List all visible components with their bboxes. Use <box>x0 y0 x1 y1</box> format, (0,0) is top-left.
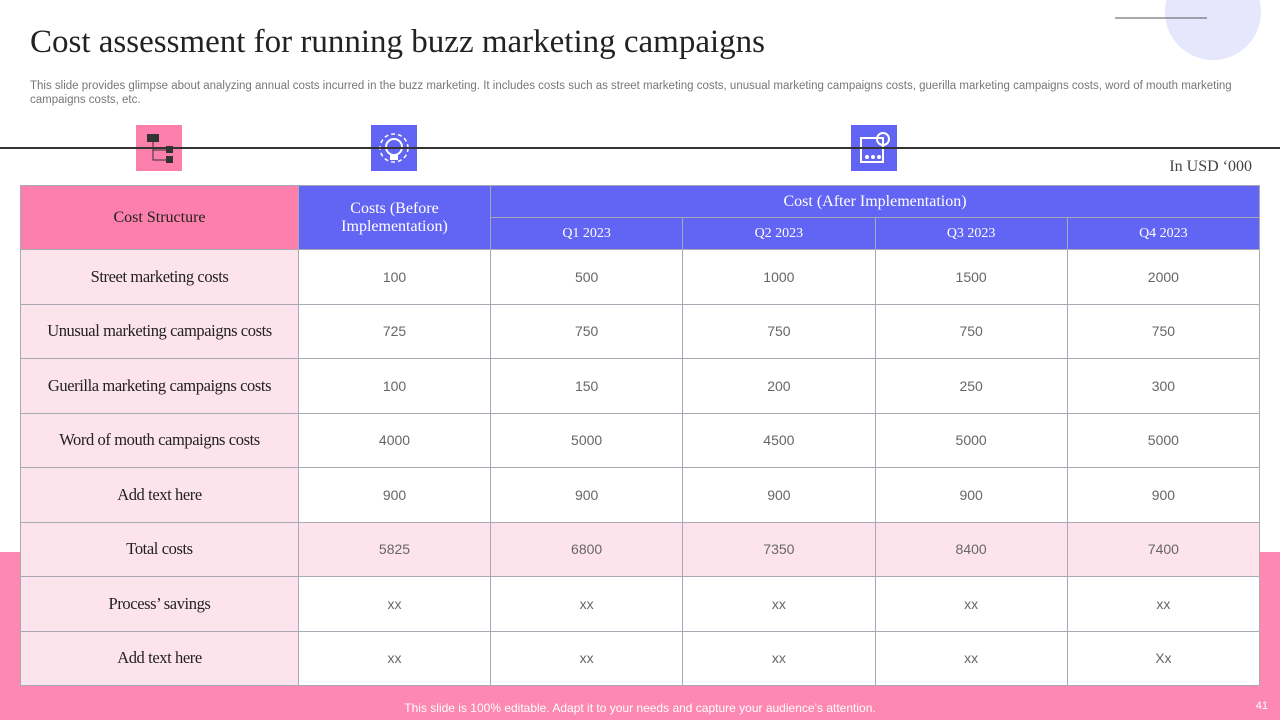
cell: xx <box>298 630 491 686</box>
header-cell: Q3 2023 <box>874 217 1068 250</box>
cell: 5000 <box>489 412 684 468</box>
cell: 100 <box>298 358 491 414</box>
cell: xx <box>489 576 684 632</box>
cell: 1000 <box>682 249 876 305</box>
icon-frame <box>136 125 182 171</box>
row-label: Total costs <box>20 521 299 577</box>
cell: 7350 <box>682 521 876 577</box>
cell: 5000 <box>874 412 1068 468</box>
cell: 5000 <box>1066 412 1261 468</box>
table-row: Word of mouth campaigns costs 4000 5000 450… <box>20 412 1261 468</box>
row-label: Add text here <box>20 467 299 523</box>
cell: 2000 <box>1066 249 1261 305</box>
table-row: Guerilla marketing campaigns costs 100 150… <box>20 358 1261 414</box>
cell: 4500 <box>682 412 876 468</box>
row-label: Process’ savings <box>20 576 299 632</box>
unit-label: In USD ‘000 <box>1169 158 1252 175</box>
cell: 750 <box>489 303 684 359</box>
row-label: Unusual marketing campaigns costs <box>20 303 299 359</box>
cell: 200 <box>682 358 876 414</box>
cell: 1500 <box>874 249 1068 305</box>
cell: 300 <box>1066 358 1261 414</box>
cell: 4000 <box>298 412 491 468</box>
table-row: Unusual marketing campaigns costs 725 750 7… <box>20 303 1261 359</box>
row-label: Guerilla marketing campaigns costs <box>20 358 299 414</box>
cell: 8400 <box>874 521 1068 577</box>
cell: 900 <box>298 467 491 523</box>
divider-line <box>0 147 1280 149</box>
cell: xx <box>682 576 876 632</box>
header-cell: Q2 2023 <box>682 217 876 250</box>
table-row: Process’ savings xx xx xx xx xx <box>20 576 1261 632</box>
cell: xx <box>489 630 684 686</box>
header-cell: Q4 2023 <box>1066 217 1261 250</box>
corner-circle <box>1165 0 1261 60</box>
subtitle: This slide provides glimpse about analyz… <box>30 80 1232 106</box>
page-number: 41 <box>1255 700 1268 712</box>
cell: 750 <box>682 303 876 359</box>
header-cell: Costs (Before Implementation) <box>298 185 491 250</box>
table-row: Total costs 5825 6800 7350 8400 7400 <box>20 521 1261 577</box>
cell: 500 <box>489 249 684 305</box>
header-cell: Q1 2023 <box>489 217 684 250</box>
cell: xx <box>298 576 491 632</box>
cell: 6800 <box>489 521 684 577</box>
title: Cost assessment for running buzz marketi… <box>30 24 766 60</box>
decorations <box>136 0 1261 171</box>
cell: 7400 <box>1066 521 1261 577</box>
cell: Xx <box>1066 630 1261 686</box>
cell: 5825 <box>298 521 491 577</box>
cell: 900 <box>489 467 684 523</box>
table-head: Cost Structure Costs (Before Implementat… <box>20 185 1261 250</box>
footer-note: This slide is 100% editable. Adapt it to… <box>404 701 876 715</box>
cell: 900 <box>1066 467 1261 523</box>
cell: 750 <box>874 303 1068 359</box>
table-row: Street marketing costs 100 500 1000 1500 2000 <box>20 249 1261 305</box>
cell: 750 <box>1066 303 1261 359</box>
table-row: Add text here xx xx xx xx Xx <box>20 630 1261 686</box>
cell: 900 <box>682 467 876 523</box>
row-label: Add text here <box>20 630 299 686</box>
header-cell: Cost (After Implementation) <box>490 185 1260 218</box>
icons-overlay <box>0 120 1280 180</box>
cell: 900 <box>874 467 1068 523</box>
cell: xx <box>874 576 1068 632</box>
table-row: Add text here 900 900 900 900 900 <box>20 467 1261 523</box>
cell: xx <box>682 630 876 686</box>
cell: xx <box>874 630 1068 686</box>
cost-table: Cost Structure Costs (Before Implementat… <box>20 185 1261 686</box>
cell: 150 <box>489 358 684 414</box>
table-body: Street marketing costs 100 500 1000 1500 2000… <box>20 249 1261 686</box>
cell: 725 <box>298 303 491 359</box>
cell: xx <box>1066 576 1261 632</box>
cell: 250 <box>874 358 1068 414</box>
header-cell: Cost Structure <box>20 185 299 250</box>
row-label: Word of mouth campaigns costs <box>20 412 299 468</box>
cell: 100 <box>298 249 491 305</box>
header-row: Cost Structure Costs (Before Implementat… <box>20 185 1260 250</box>
row-label: Street marketing costs <box>20 249 299 305</box>
header-row: Q1 2023 Q2 2023 Q3 2023 Q4 2023 <box>21 217 1261 250</box>
